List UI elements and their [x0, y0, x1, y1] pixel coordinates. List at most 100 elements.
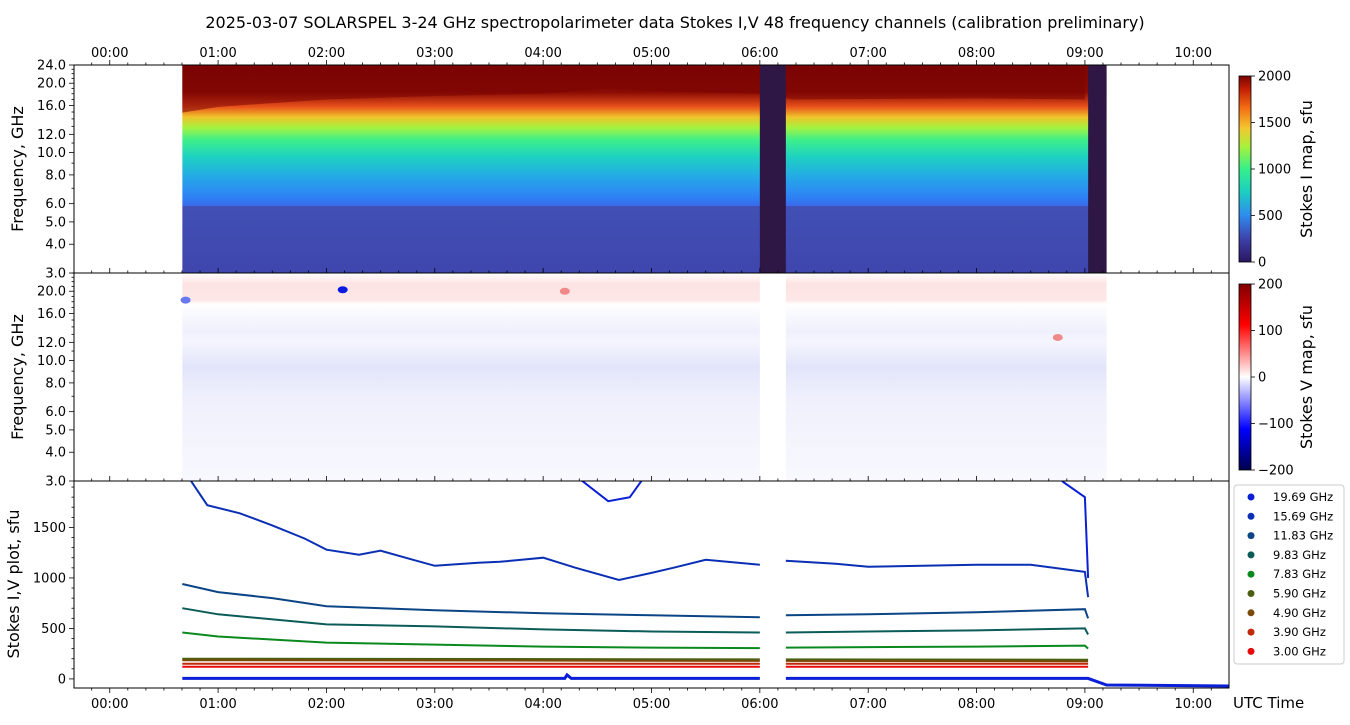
- figure-title: 2025-03-07 SOLARSPEL 3-24 GHz spectropol…: [205, 13, 1144, 32]
- top-time-tick-label: 04:00: [524, 46, 561, 61]
- time-tick-label: 10:00: [1175, 697, 1212, 712]
- legend-label: 9.83 GHz: [1273, 548, 1326, 562]
- stokes-v-colorbar-fill: [1238, 283, 1252, 471]
- stokes-v-feature: [1052, 333, 1063, 341]
- time-tick-label: 00:00: [91, 697, 128, 712]
- freq-tick-label: 8.0: [45, 168, 66, 183]
- colorbar-tick-label: −100: [1258, 417, 1294, 432]
- series-line: [182, 657, 1089, 661]
- top-time-tick-label: 07:00: [849, 46, 886, 61]
- time-tick-label: 01:00: [199, 697, 236, 712]
- time-tick-label: 02:00: [308, 697, 345, 712]
- legend-marker: [1247, 512, 1255, 520]
- top-time-tick-label: 10:00: [1175, 46, 1212, 61]
- stokes-v-colorbar: −200 −100 0 100 200 Stokes V map, sfu: [1238, 278, 1316, 479]
- series-line: [182, 583, 1090, 619]
- stokes-i-y-ticks: 3.0 4.0 5.0 6.0 8.0 10.0 12.0 16.0 20.0 24.0: [37, 59, 74, 282]
- stokes-plot-gap: [759, 481, 786, 688]
- colorbar-tick-label: 2000: [1258, 70, 1291, 85]
- stokes-i-saturation-edge: [182, 65, 1085, 113]
- colorbar-tick-label: 200: [1258, 278, 1283, 293]
- freq-tick-label: 10.0: [37, 354, 66, 369]
- time-tick-label: 09:00: [1066, 697, 1103, 712]
- legend-label: 5.90 GHz: [1273, 587, 1326, 601]
- legend-label: 3.90 GHz: [1273, 625, 1326, 639]
- freq-tick-label: 8.0: [45, 376, 66, 391]
- legend-marker: [1247, 647, 1255, 655]
- stokes-i-y-axis-label: Frequency, GHz: [8, 106, 27, 232]
- top-time-tick-label: 06:00: [741, 46, 778, 61]
- plot-y-tick-label: 1500: [33, 521, 66, 536]
- series-line: [190, 481, 1090, 598]
- series-line: [580, 481, 1090, 578]
- stokes-v-trace: [182, 672, 1229, 688]
- stokes-v-y-ticks: 3.0 4.0 5.0 6.0 8.0 10.0 12.0 16.0 20.0: [37, 272, 74, 490]
- legend-marker: [1247, 570, 1255, 578]
- legend-marker: [1247, 532, 1255, 540]
- stokes-i-colorbar-ticks: 0 500 1000 1500 2000: [1251, 70, 1291, 271]
- stokes-plot-x-ticks: 00:00 01:00 02:00 03:00 04:00 05:00 06:00 07:00…: [91, 476, 1212, 712]
- time-tick-label: 05:00: [633, 697, 670, 712]
- colorbar-tick-label: 1500: [1258, 116, 1291, 131]
- legend-frame: [1233, 484, 1345, 665]
- legend-label: 19.69 GHz: [1273, 490, 1333, 504]
- series-line: [182, 659, 1089, 663]
- stokes-v-y-axis-label: Frequency, GHz: [8, 314, 27, 440]
- top-time-tick-labels: 00:00 01:00 02:00 03:00 04:00 05:00 06:00 07:00…: [91, 46, 1212, 61]
- stokes-plot-y-axis-label: Stokes I,V plot, sfu: [4, 510, 23, 659]
- legend: 19.69 GHz 15.69 GHz 11.83 GHz 9.83 GHz 7.83 …: [1233, 484, 1345, 665]
- stokes-i-map-data: [182, 65, 1107, 273]
- legend-label: 11.83 GHz: [1273, 529, 1333, 543]
- freq-tick-label: 16.0: [37, 307, 66, 322]
- stokes-i-colorbar-fill: [1238, 75, 1252, 263]
- legend-marker: [1247, 628, 1255, 636]
- freq-tick-label: 6.0: [45, 405, 66, 420]
- freq-tick-label: 5.0: [45, 423, 66, 438]
- stokes-v-map-data: [182, 273, 1107, 481]
- freq-tick-label: 6.0: [45, 197, 66, 212]
- stokes-i-panel: 3.0 4.0 5.0 6.0 8.0 10.0 12.0 16.0 20.0 24.0 Freq…: [8, 59, 1230, 282]
- stokes-v-gaps: [759, 273, 786, 481]
- top-time-tick-label: 09:00: [1066, 46, 1103, 61]
- freq-tick-label: 5.0: [45, 215, 66, 230]
- series-line: [182, 607, 1089, 635]
- colorbar-tick-label: 1000: [1258, 163, 1291, 178]
- freq-tick-label: 20.0: [37, 285, 66, 300]
- legend-label: 15.69 GHz: [1273, 509, 1333, 523]
- stokes-i-colorbar-label: Stokes I map, sfu: [1297, 100, 1316, 238]
- stokes-v-panel: 3.0 4.0 5.0 6.0 8.0 10.0 12.0 16.0 20.0 Frequenc…: [8, 268, 1230, 490]
- legend-marker: [1247, 493, 1255, 501]
- freq-tick-label: 12.0: [37, 128, 66, 143]
- time-tick-label: 04:00: [524, 697, 561, 712]
- legend-marker: [1247, 551, 1255, 559]
- stokes-plot-panel: 0 500 1000 1500 00:00 01:00 02:00 03:00 04:00 05…: [4, 476, 1304, 712]
- top-time-tick-label: 03:00: [416, 46, 453, 61]
- stokes-plot-series: [182, 481, 1229, 688]
- freq-tick-label: 24.0: [37, 59, 66, 74]
- stokes-v-gap: [759, 273, 786, 481]
- freq-tick-label: 12.0: [37, 336, 66, 351]
- freq-tick-label: 10.0: [37, 146, 66, 161]
- stokes-i-gaps: [759, 65, 1107, 273]
- freq-tick-label: 3.0: [45, 475, 66, 490]
- top-time-tick-label: 02:00: [308, 46, 345, 61]
- colorbar-tick-label: 0: [1258, 371, 1266, 386]
- top-time-tick-label: 05:00: [633, 46, 670, 61]
- freq-tick-label: 3.0: [45, 267, 66, 282]
- plot-y-tick-label: 1000: [33, 571, 66, 586]
- legend-label: 4.90 GHz: [1273, 606, 1326, 620]
- stokes-v-feature: [559, 287, 570, 295]
- stokes-v-features: [180, 286, 1063, 341]
- stokes-i-gap: [759, 65, 786, 273]
- colorbar-tick-label: 100: [1258, 324, 1283, 339]
- stokes-v-colorbar-label: Stokes V map, sfu: [1297, 305, 1316, 449]
- time-tick-label: 08:00: [958, 697, 995, 712]
- top-time-tick-label: 08:00: [958, 46, 995, 61]
- legend-label: 7.83 GHz: [1273, 567, 1326, 581]
- freq-tick-label: 4.0: [45, 238, 66, 253]
- stokes-i-colorbar: 0 500 1000 1500 2000 Stokes I map, sfu: [1238, 70, 1316, 271]
- freq-tick-label: 20.0: [37, 77, 66, 92]
- plot-y-tick-label: 500: [41, 622, 66, 637]
- stokes-v-feature: [337, 286, 348, 294]
